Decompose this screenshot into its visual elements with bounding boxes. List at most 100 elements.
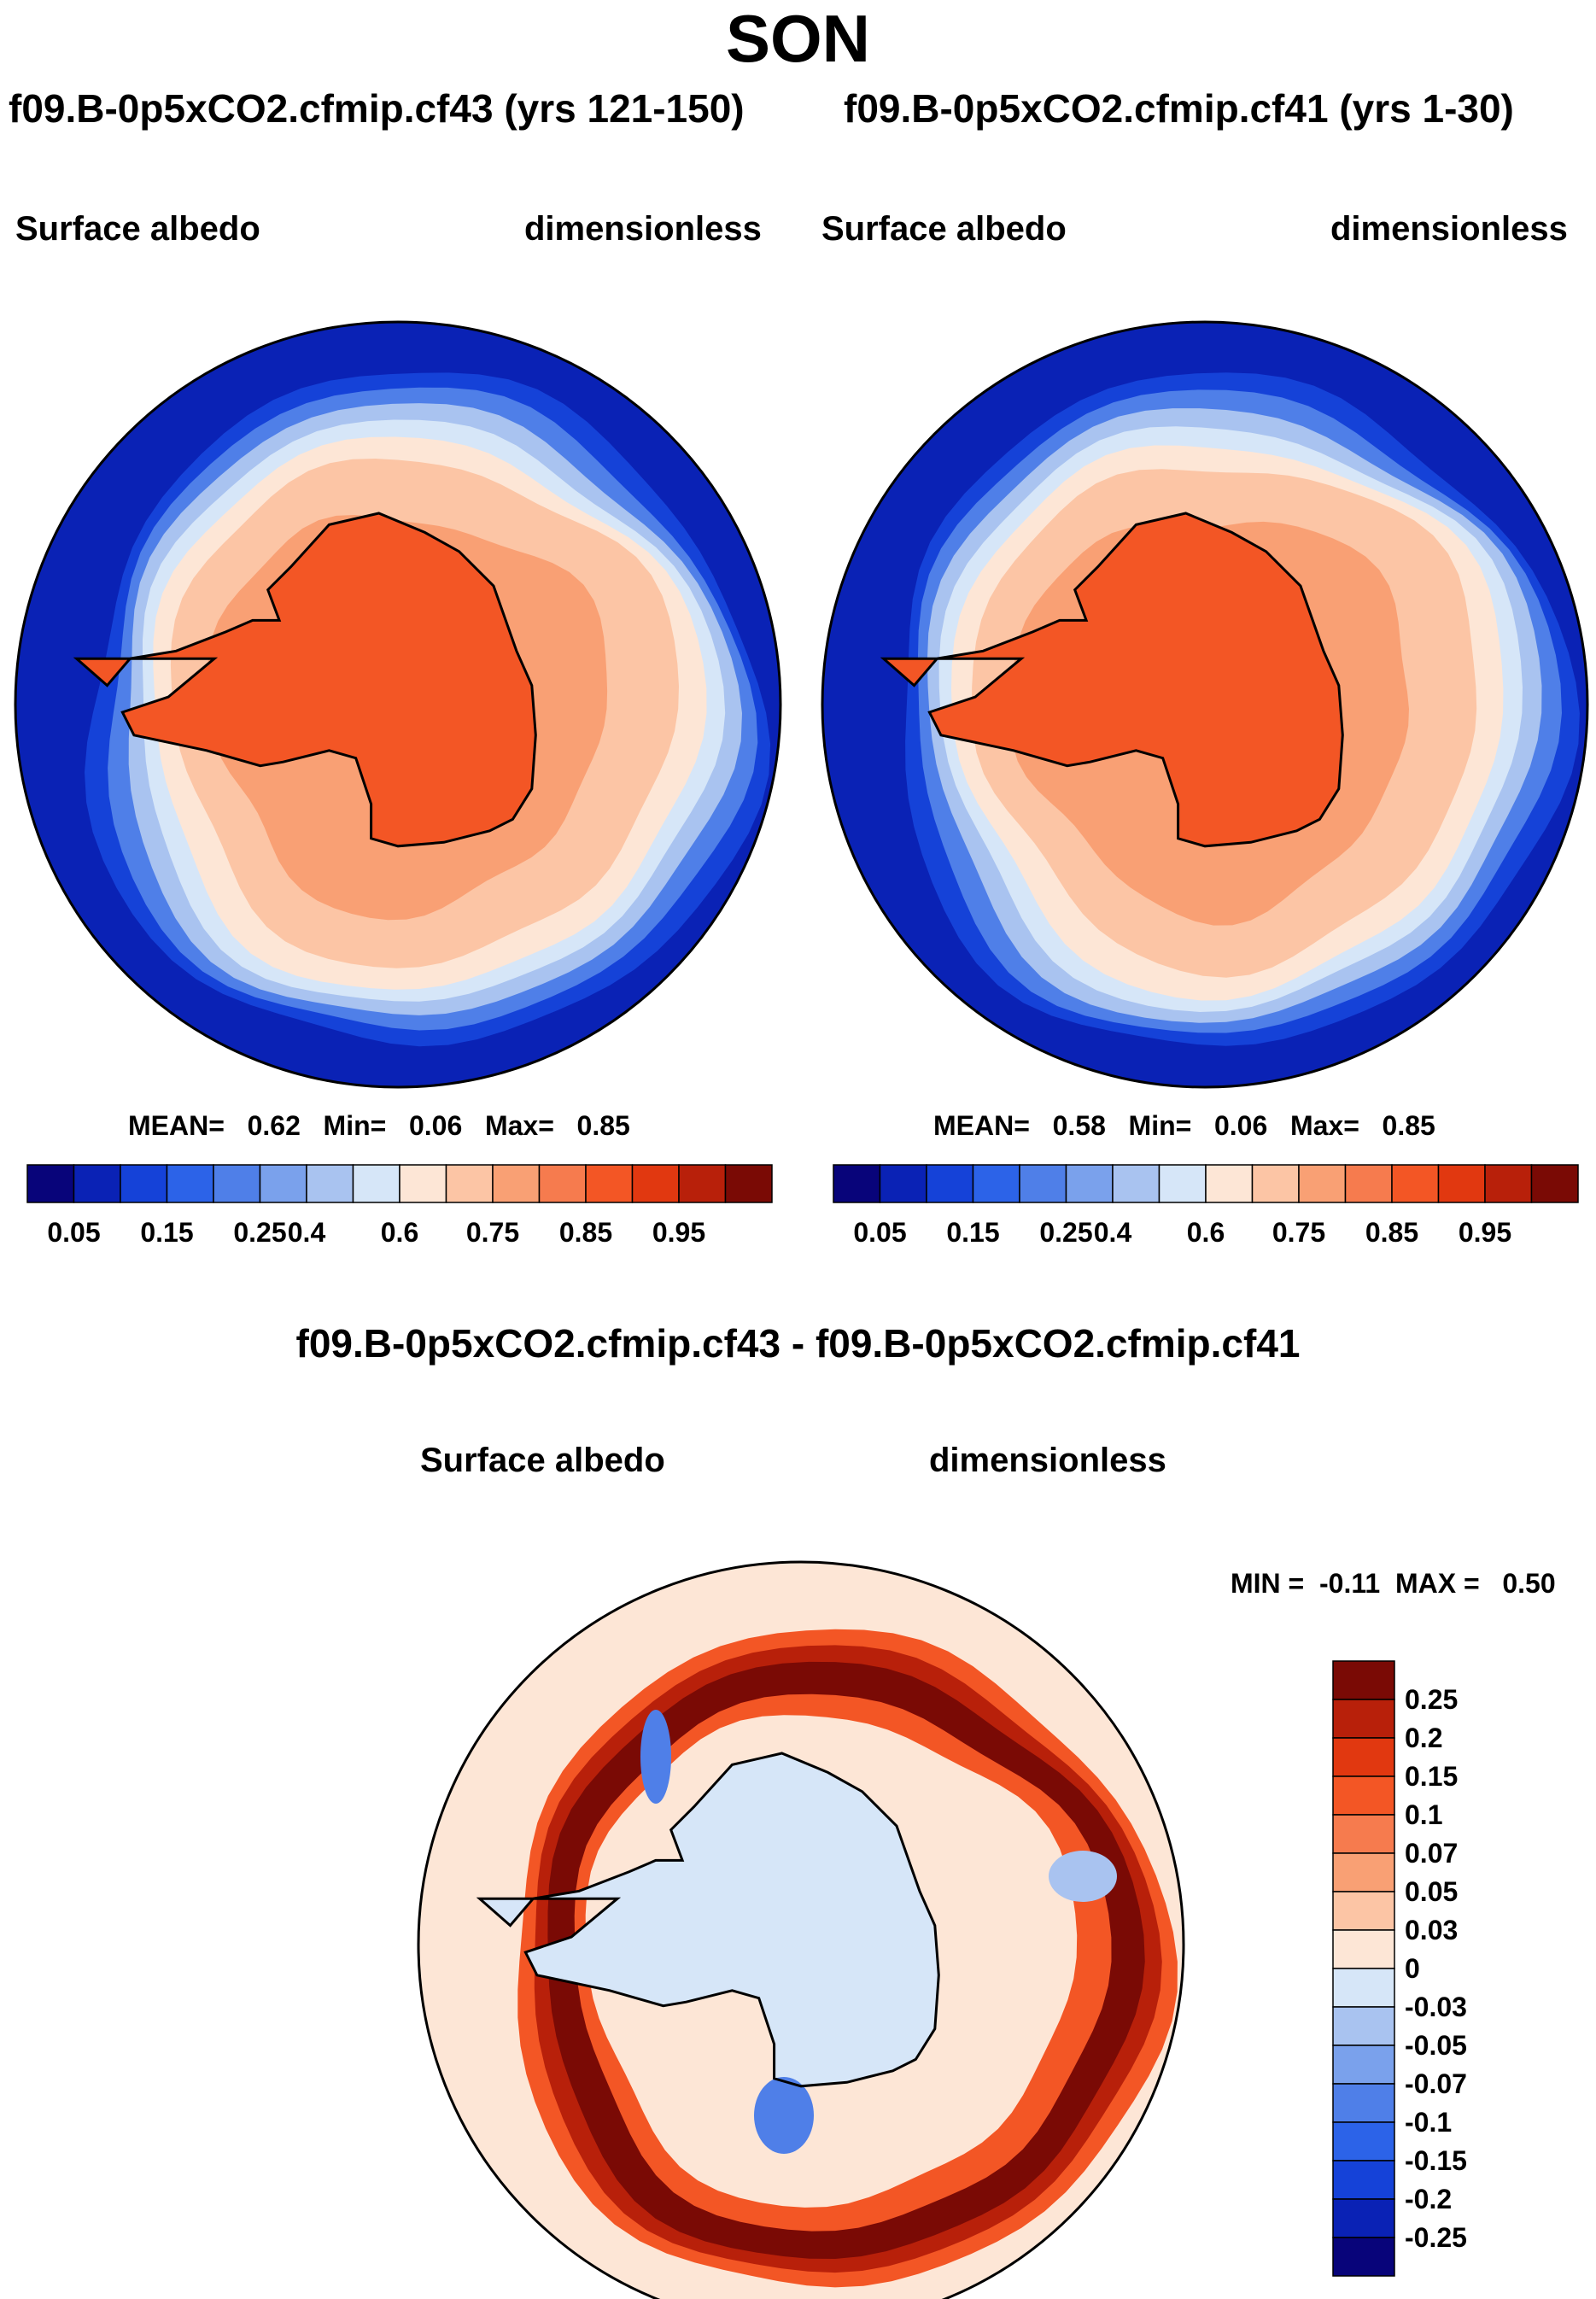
antarctica-fill [883, 513, 1343, 846]
panel1-colorbar-swatch [631, 1164, 680, 1203]
panel3-colorbar-swatch [1332, 2121, 1395, 2162]
panel3-colorbar-swatch [1332, 2045, 1395, 2085]
negative-anomaly-patch [640, 1710, 671, 1804]
panel1-colorbar-tick-label: 0.75 [466, 1217, 519, 1248]
panel2-colorbar-swatch [1019, 1164, 1067, 1203]
panel2-left-label: Surface albedo [821, 210, 1067, 248]
panel1-colorbar-tick-label: 0.4 [288, 1217, 326, 1248]
panel1-colorbar-swatch [120, 1164, 168, 1203]
panel2-max-value: 0.85 [1382, 1110, 1435, 1141]
panel3-min-label: MIN = [1231, 1568, 1305, 1599]
panel1-left-label: Surface albedo [15, 210, 260, 248]
panel3-colorbar-swatch [1332, 2237, 1395, 2277]
panel2-colorbar-tick-label: 0.75 [1272, 1217, 1325, 1248]
antarctica-coastline [73, 512, 537, 848]
panel2-min-label: Min= [1128, 1110, 1192, 1141]
map-layers [418, 1562, 1184, 2299]
panel1-colorbar-swatch [26, 1164, 75, 1203]
panel2-colorbar-swatch [1205, 1164, 1254, 1203]
negative-anomaly-patch [1049, 1851, 1117, 1902]
panel3-colorbar-swatch [1332, 2083, 1395, 2123]
panel1-colorbar-tick-label: 0.05 [47, 1217, 100, 1248]
panel2-min-value: 0.06 [1213, 1110, 1268, 1141]
panel2-colorbar: 0.05 0.15 0.25 0.4 0.6 0.75 0.85 0.95 [833, 1164, 1579, 1248]
panel2-colorbar-swatch [1437, 1164, 1486, 1203]
panel2-colorbar-tick-label: 0.95 [1459, 1217, 1511, 1248]
panel3-tick-label: 0.2 [1405, 1723, 1442, 1753]
panel1-colorbar-swatch [678, 1164, 727, 1203]
panel3-tick-label: -0.03 [1405, 1992, 1467, 2022]
panel1-colorbar-swatch [73, 1164, 121, 1203]
panel2-colorbar-swatch [1298, 1164, 1347, 1203]
panel1-colorbar-swatch [213, 1164, 261, 1203]
panel1-colorbar-tick-label: 0.6 [381, 1217, 418, 1248]
panel3-colorbar-swatch [1332, 2198, 1395, 2238]
panel3-colorbar: 0.25 0.2 0.15 0.1 0.07 0.05 0.03 0 -0.03 -0.05 -0.… [1332, 1660, 1467, 2277]
panel2-colorbar-tick-label: 0.85 [1365, 1217, 1418, 1248]
panel3-tick-label: 0.07 [1405, 1838, 1458, 1869]
panel1-colorbar: 0.05 0.15 0.25 0.4 0.6 0.75 0.85 0.95 [26, 1164, 773, 1248]
panel3-left-label: Surface albedo [420, 1442, 665, 1479]
panel1-colorbar-swatch [399, 1164, 447, 1203]
panel2-colorbar-tick-label: 0.25 [1039, 1217, 1092, 1248]
panel3-colorbar-swatch [1332, 1775, 1395, 1816]
panel3-colorbar-swatch [1332, 1891, 1395, 1931]
panel2-stats: MEAN= 0.58 Min= 0.06 Max= 0.85 [933, 1110, 1435, 1142]
panel1-colorbar-swatch [259, 1164, 307, 1203]
panel1-colorbar-swatch [166, 1164, 214, 1203]
panel3-colorbar-swatch [1332, 1968, 1395, 2008]
panel3-colorbar-swatch [1332, 1929, 1395, 1969]
panel3-colorbar-swatch [1332, 2006, 1395, 2046]
panel3-tick-label: 0.25 [1405, 1684, 1458, 1715]
panel3-tick-label: 0.1 [1405, 1799, 1442, 1830]
panel1-max-label: Max= [484, 1110, 554, 1141]
panel3-colorbar-swatch [1332, 1852, 1395, 1892]
map-layers [822, 322, 1587, 1087]
panel1-mean-label: MEAN= [128, 1110, 225, 1141]
panel1-colorbar-swatch [352, 1164, 400, 1203]
map-layers [15, 322, 780, 1087]
panel2-title: f09.B-0p5xCO2.cfmip.cf41 (yrs 1-30) [844, 86, 1514, 131]
panel3-map [417, 1560, 1185, 2299]
panel1-colorbar-swatch [585, 1164, 634, 1203]
map-border [14, 320, 782, 1089]
panel2-mean-label: MEAN= [933, 1110, 1030, 1141]
antarctica-coastline [476, 1752, 940, 2088]
panel3-max-value: 0.50 [1502, 1568, 1556, 1599]
panel3-stats: MIN = -0.11 MAX = 0.50 [1231, 1568, 1556, 1600]
panel3-colorbar-swatch [1332, 1737, 1395, 1777]
panel3-colorbar-swatch [1332, 2160, 1395, 2200]
map-border [821, 320, 1589, 1089]
panel2-colorbar-swatch [1530, 1164, 1579, 1203]
panel3-tick-label: 0.15 [1405, 1761, 1458, 1792]
panel2-colorbar-tick-label: 0.6 [1187, 1217, 1225, 1248]
panel3-tick-label: 0.05 [1405, 1876, 1458, 1907]
panel3-colorbar-swatch [1332, 1699, 1395, 1739]
panel3-tick-label: -0.05 [1405, 2030, 1467, 2061]
panel1-min-value: 0.06 [408, 1110, 463, 1141]
panel1-colorbar-tick-label: 0.85 [559, 1217, 612, 1248]
panel1-colorbar-swatch [445, 1164, 494, 1203]
panel3-min-value: -0.11 [1319, 1568, 1381, 1599]
negative-anomaly-patch [754, 2077, 814, 2154]
panel1-mean-value: 0.62 [247, 1110, 301, 1141]
panel2-colorbar-swatch [1344, 1164, 1393, 1203]
panel3-colorbar-swatch [1332, 1814, 1395, 1854]
panel1-colorbar-swatch [538, 1164, 587, 1203]
panel2-colorbar-swatch [1158, 1164, 1207, 1203]
panel2-colorbar-swatch [1391, 1164, 1440, 1203]
panel1-colorbar-tick-label: 0.95 [652, 1217, 705, 1248]
panel1-title: f09.B-0p5xCO2.cfmip.cf43 (yrs 121-150) [9, 86, 745, 131]
panel3-tick-label: 0.03 [1405, 1915, 1458, 1945]
antarctica-fill [76, 513, 536, 846]
panel2-colorbar-swatch [879, 1164, 927, 1203]
antarctica-fill [479, 1753, 939, 2086]
antarctica-coastline [880, 512, 1344, 848]
map-border [417, 1560, 1185, 2299]
panel2-colorbar-swatch [1065, 1164, 1114, 1203]
panel3-tick-label: -0.25 [1405, 2222, 1467, 2253]
panel2-colorbar-swatch [1484, 1164, 1533, 1203]
figure-title: SON [725, 1, 871, 76]
panel3-max-label: MAX = [1394, 1568, 1480, 1599]
